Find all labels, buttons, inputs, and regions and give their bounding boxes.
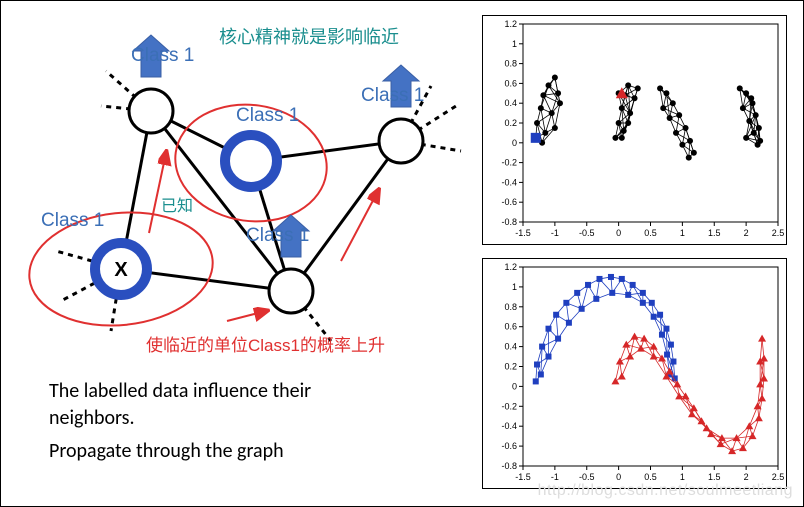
scatter-plots: -1.5 -1 -0.5 0 0.5 1 1.5 2 2.5 -0.8 -0.6 -0.4 -0.2 0 0…	[482, 15, 787, 491]
svg-text:-1: -1	[551, 472, 559, 482]
svg-text:0.8: 0.8	[504, 302, 517, 312]
svg-text:0.5: 0.5	[644, 228, 657, 238]
svg-text:0.6: 0.6	[504, 322, 517, 332]
svg-text:2.5: 2.5	[772, 472, 785, 482]
svg-text:0.4: 0.4	[504, 342, 517, 352]
node-B	[225, 135, 277, 187]
node-label-C: Class 1	[361, 85, 424, 106]
svg-text:-0.2: -0.2	[501, 401, 517, 411]
svg-text:-0.8: -0.8	[501, 217, 517, 227]
node-label-A: Class 1	[131, 45, 194, 66]
svg-text:-1.5: -1.5	[515, 472, 531, 482]
svg-text:0.2: 0.2	[504, 362, 517, 372]
watermark: http://blog.csdn.net/soulmeetliang	[538, 482, 793, 500]
svg-text:1.5: 1.5	[708, 472, 721, 482]
svg-text:0.6: 0.6	[504, 78, 517, 88]
node-label-B: Class 1	[236, 105, 299, 126]
svg-text:0.4: 0.4	[504, 98, 517, 108]
scatter-bottom: -1.5 -1 -0.5 0 0.5 1 1.5 2 2.5 -0.8 -0.6 -0.4 -0.2 0 0…	[482, 258, 787, 489]
svg-text:1: 1	[512, 282, 517, 292]
svg-text:1.2: 1.2	[504, 19, 517, 29]
node-label-X: Class 1	[41, 210, 104, 231]
svg-text:2: 2	[744, 472, 749, 482]
svg-text:0.8: 0.8	[504, 59, 517, 69]
svg-text:0: 0	[512, 381, 517, 391]
node-label-D: Class 1	[246, 225, 309, 246]
svg-text:0: 0	[616, 228, 621, 238]
node-C	[379, 119, 423, 163]
figure-root: Class 1 Class 1 Class 1 Class 1 X Class 1 核心精…	[0, 0, 804, 507]
caption-line1b: neighbors.	[49, 406, 135, 430]
svg-text:-1: -1	[551, 228, 559, 238]
svg-text:-0.4: -0.4	[501, 177, 517, 187]
svg-text:0.2: 0.2	[504, 118, 517, 128]
svg-text:-0.2: -0.2	[501, 158, 517, 168]
svg-text:1: 1	[680, 228, 685, 238]
svg-text:1.2: 1.2	[504, 262, 517, 272]
caption-line1: The labelled data influence their	[49, 379, 311, 403]
svg-text:1.5: 1.5	[708, 228, 721, 238]
scatter-top: -1.5 -1 -0.5 0 0.5 1 1.5 2 2.5 -0.8 -0.6 -0.4 -0.2 0 0…	[482, 15, 787, 245]
svg-text:0.5: 0.5	[644, 472, 657, 482]
svg-text:-0.8: -0.8	[501, 461, 517, 471]
svg-text:X: X	[114, 259, 128, 281]
svg-text:-0.4: -0.4	[501, 421, 517, 431]
node-A	[129, 89, 173, 133]
red-note: 使临近的单位Class1的概率上升	[146, 335, 385, 355]
svg-text:0: 0	[616, 472, 621, 482]
svg-text:-0.5: -0.5	[579, 472, 595, 482]
graph-diagram: Class 1 Class 1 Class 1 Class 1 X Class 1 核心精…	[1, 1, 471, 506]
known-label: 已知	[161, 197, 193, 215]
svg-text:2: 2	[744, 228, 749, 238]
svg-text:-1.5: -1.5	[515, 228, 531, 238]
svg-text:-0.6: -0.6	[501, 441, 517, 451]
title-top: 核心精神就是影响临近	[219, 27, 399, 47]
graph-nodes: Class 1 Class 1 Class 1 Class 1 X Class 1	[41, 45, 424, 313]
svg-text:-0.6: -0.6	[501, 197, 517, 207]
node-D	[269, 269, 313, 313]
svg-text:2.5: 2.5	[772, 228, 785, 238]
caption-line2: Propagate through the graph	[49, 439, 284, 463]
svg-text:1: 1	[512, 39, 517, 49]
svg-text:-0.5: -0.5	[579, 228, 595, 238]
svg-text:1: 1	[680, 472, 685, 482]
svg-text:0: 0	[512, 138, 517, 148]
